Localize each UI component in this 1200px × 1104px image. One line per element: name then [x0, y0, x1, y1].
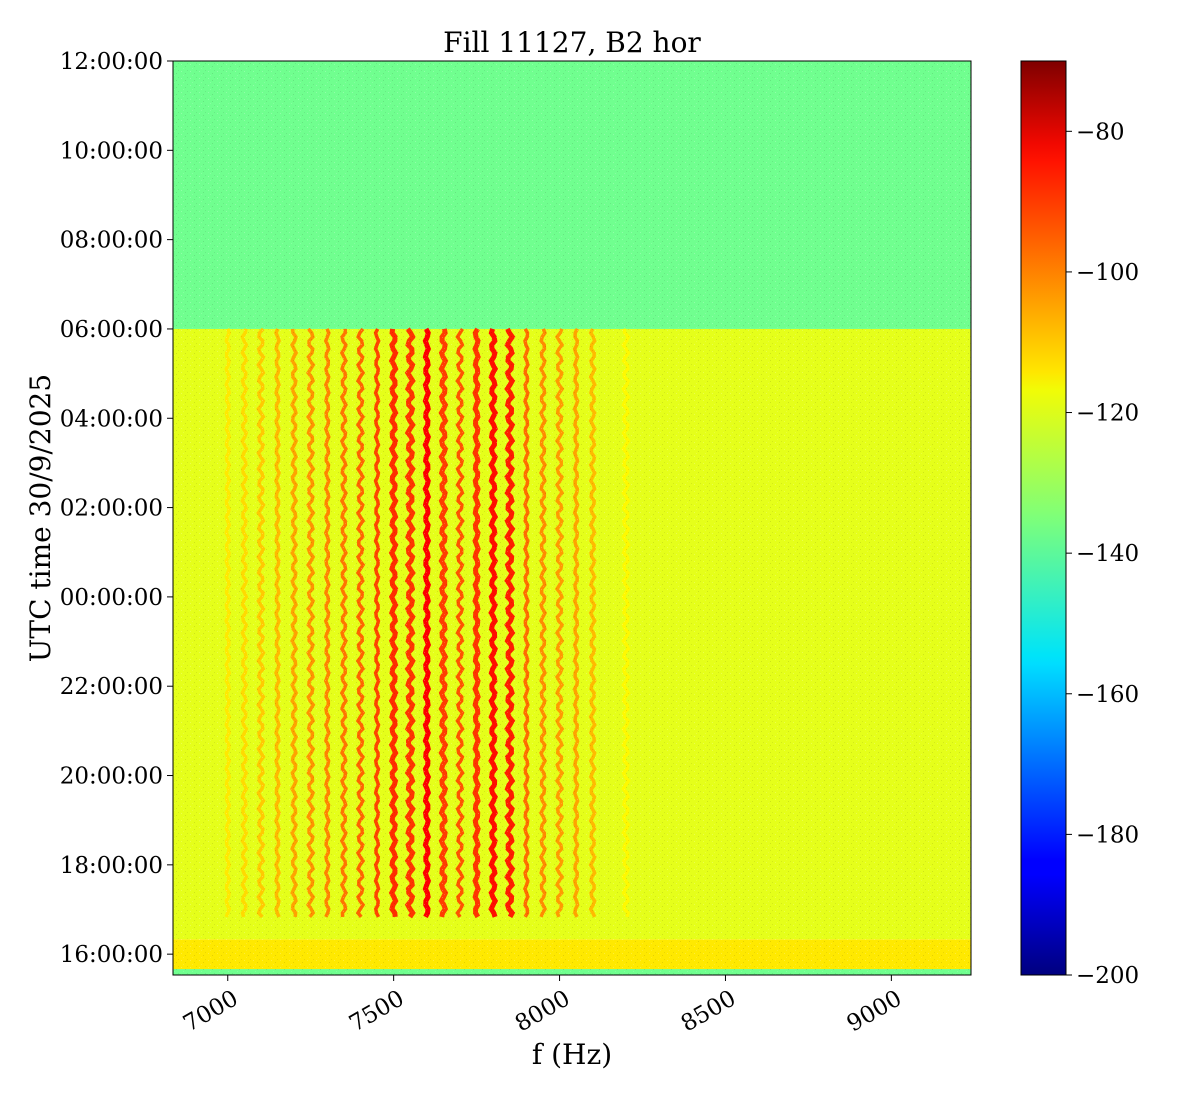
y-axis-label: UTC time 30/9/2025 [24, 374, 57, 662]
y-tick-label-04:00:00: 04:00:00 [60, 406, 163, 432]
y-tick-label-06:00:00: 06:00:00 [60, 317, 163, 343]
y-tick-label-10:00:00: 10:00:00 [60, 138, 163, 164]
colorbar [1020, 60, 1067, 976]
y-tick-label-20:00:00: 20:00:00 [60, 764, 163, 790]
colorbar-tick-label--200: −200 [1076, 963, 1139, 989]
colorbar-tick-label--180: −180 [1076, 822, 1139, 848]
colorbar-tick-label--160: −160 [1076, 682, 1139, 708]
x-tick-label-8500: 8500 [677, 986, 741, 1038]
y-tick-label-18:00:00: 18:00:00 [60, 853, 163, 879]
y-tick-label-12:00:00: 12:00:00 [60, 49, 163, 75]
colorbar-tick-label--120: −120 [1076, 401, 1139, 427]
colorbar-tick-label--80: −80 [1076, 119, 1125, 145]
heatmap-noise-texture [173, 61, 971, 975]
x-axis-label: f (Hz) [532, 1038, 612, 1071]
plot-frame [172, 60, 972, 976]
x-tick-label-9000: 9000 [843, 986, 907, 1038]
y-tick-label-02:00:00: 02:00:00 [60, 496, 163, 522]
y-tick-label-16:00:00: 16:00:00 [60, 942, 163, 968]
colorbar-tick-label--140: −140 [1076, 541, 1139, 567]
x-tick-label-7000: 7000 [179, 986, 243, 1038]
x-tick-label-8000: 8000 [511, 986, 575, 1038]
x-tick-label-7500: 7500 [345, 986, 409, 1038]
heatmap-area [173, 61, 971, 975]
y-tick-label-08:00:00: 08:00:00 [60, 228, 163, 254]
y-tick-label-22:00:00: 22:00:00 [60, 674, 163, 700]
chart-title: Fill 11127, B2 hor [443, 26, 701, 59]
colorbar-tick-label--100: −100 [1076, 260, 1139, 286]
y-tick-label-00:00:00: 00:00:00 [60, 585, 163, 611]
